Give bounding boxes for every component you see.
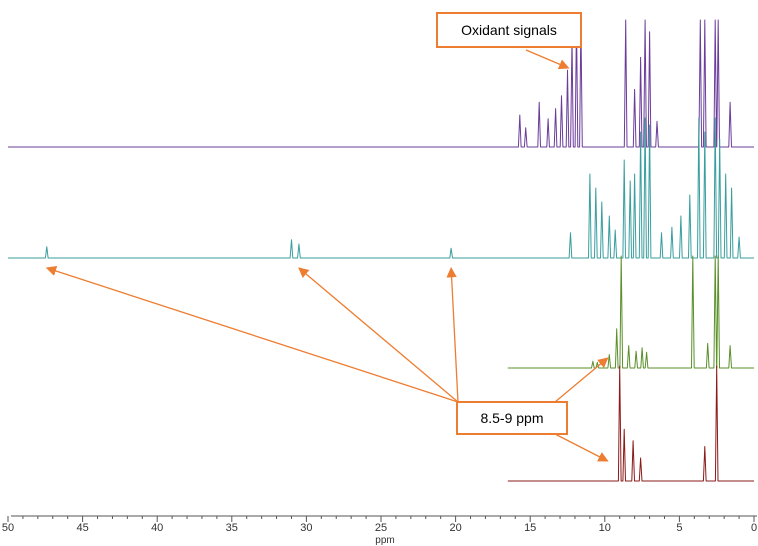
spectrum-reference_red bbox=[507, 365, 754, 482]
annotation-arrow bbox=[45, 265, 459, 403]
spectrum-oxidant bbox=[8, 19, 754, 148]
x-tick-label: 20 bbox=[449, 522, 461, 534]
shift-label: 8.5-9 ppm bbox=[480, 410, 543, 426]
annotation-arrow bbox=[298, 267, 459, 403]
oxidant-signals-label: Oxidant signals bbox=[461, 22, 557, 38]
annotation-arrow bbox=[525, 49, 570, 70]
x-tick-label: 5 bbox=[676, 522, 682, 534]
annotation-arrow bbox=[554, 433, 609, 462]
annotation-arrows bbox=[45, 49, 609, 462]
spectrum-traces bbox=[8, 19, 754, 482]
shift-callout: 8.5-9 ppm bbox=[456, 401, 568, 435]
spectrum-reference_green bbox=[507, 255, 754, 369]
spectrum-paramagnetic bbox=[8, 117, 754, 259]
x-tick-label: 50 bbox=[2, 522, 14, 534]
oxidant-signals-box bbox=[436, 12, 582, 48]
x-tick-label: 10 bbox=[599, 522, 611, 534]
x-tick-label: 45 bbox=[76, 522, 88, 534]
x-axis: 50 45 40 35 30 25 20 15 10 5 0 ppm bbox=[2, 515, 757, 546]
annotation-arrow bbox=[446, 266, 459, 403]
x-tick-label: 40 bbox=[151, 522, 163, 534]
x-tick-label: 35 bbox=[226, 522, 238, 534]
x-tick-label: 25 bbox=[375, 522, 387, 534]
shift-box bbox=[456, 401, 568, 435]
x-tick-label: 30 bbox=[300, 522, 312, 534]
x-axis-tick-labels: 50 45 40 35 30 25 20 15 10 5 0 bbox=[2, 522, 757, 534]
x-axis-ticks bbox=[7, 516, 755, 522]
x-tick-label: 15 bbox=[524, 522, 536, 534]
x-tick-label: 0 bbox=[751, 522, 757, 534]
x-axis-title: ppm bbox=[375, 535, 394, 546]
oxidant-signals-callout: Oxidant signals bbox=[436, 12, 582, 48]
annotation-arrow bbox=[554, 357, 609, 403]
